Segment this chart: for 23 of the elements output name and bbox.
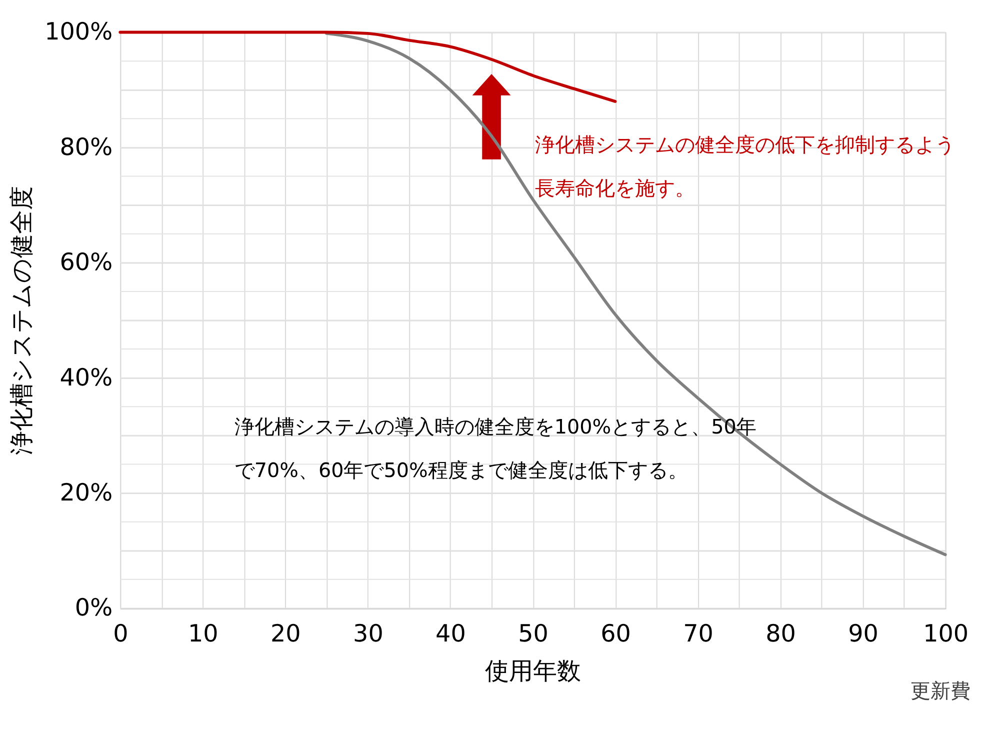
x-axis-title: 使用年数	[485, 657, 582, 686]
y-tick-label: 80%	[60, 132, 113, 161]
y-tick-label: 60%	[60, 248, 113, 276]
annotation: 浄化槽システムの健全度の低下を抑制するよう長寿命化を施す。	[535, 133, 956, 200]
x-tick-label: 0	[113, 619, 128, 648]
annotation: 浄化槽システムの導入時の健全度を100%とすると、50年で70%、60年で50%程度まで健全度は低下する。	[234, 415, 756, 482]
x-tick-label: 80	[766, 619, 796, 648]
x-tick-label: 10	[188, 619, 218, 648]
x-tick-label: 30	[353, 619, 384, 648]
y-tick-label: 100%	[44, 18, 113, 46]
y-tick-label: 0%	[74, 594, 113, 622]
x-tick-label: 40	[436, 619, 466, 648]
x-tick-label: 70	[683, 619, 714, 648]
x-tick-label: 20	[270, 619, 301, 648]
text: 更新費	[910, 680, 971, 703]
y-tick-label: 40%	[60, 363, 113, 392]
x-tick-label: 90	[848, 619, 878, 648]
line-series	[118, 30, 617, 103]
y-tick-label: 20%	[60, 478, 113, 506]
y-axis-title: 浄化槽システムの健全度	[8, 186, 36, 456]
x-tick-label: 100	[923, 619, 969, 648]
x-tick-label: 60	[600, 619, 631, 648]
x-tick-label: 50	[518, 619, 548, 648]
